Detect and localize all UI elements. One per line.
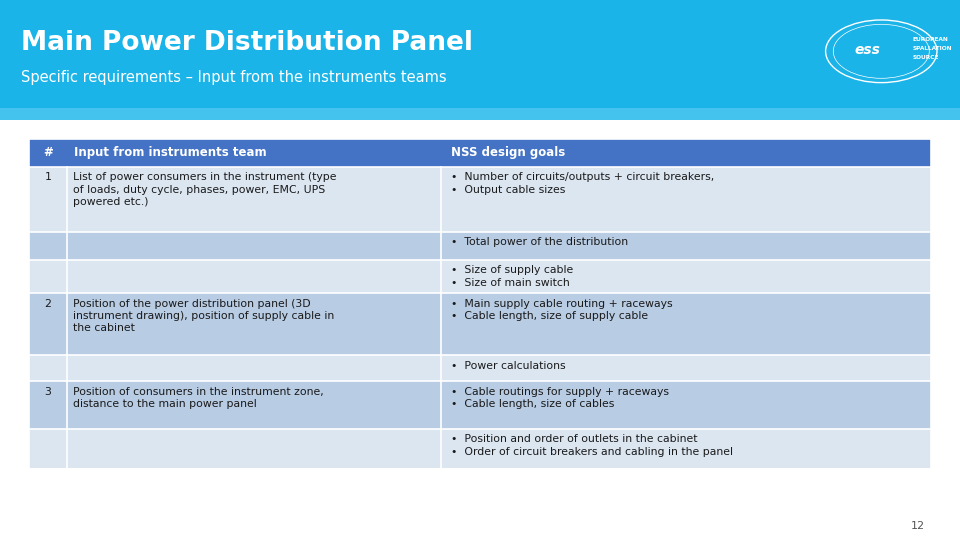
Text: 3: 3: [44, 387, 51, 397]
Text: 12: 12: [910, 521, 924, 531]
Text: Specific requirements – Input from the instruments teams: Specific requirements – Input from the i…: [21, 70, 446, 85]
Text: •  Cable routings for supply + raceways
•  Cable length, size of cables: • Cable routings for supply + raceways •…: [451, 387, 669, 409]
Bar: [29, 167, 931, 232]
Text: Main Power Distribution Panel: Main Power Distribution Panel: [21, 30, 473, 56]
Text: List of power consumers in the instrument (type
of loads, duty cycle, phases, po: List of power consumers in the instrumen…: [73, 172, 337, 207]
Bar: [29, 139, 931, 469]
Text: SOURCE: SOURCE: [913, 55, 940, 60]
Text: Position of the power distribution panel (3D
instrument drawing), position of su: Position of the power distribution panel…: [73, 299, 335, 333]
Bar: [0, 0, 960, 108]
Text: •  Total power of the distribution: • Total power of the distribution: [451, 237, 628, 247]
Text: ess: ess: [855, 43, 880, 57]
Text: •  Main supply cable routing + raceways
•  Cable length, size of supply cable: • Main supply cable routing + raceways •…: [451, 299, 672, 321]
Bar: [29, 381, 931, 429]
Text: SPALLATION: SPALLATION: [913, 46, 952, 51]
Text: NSS design goals: NSS design goals: [451, 146, 565, 159]
Bar: [29, 429, 931, 469]
Bar: [0, 108, 960, 120]
Text: •  Number of circuits/outputs + circuit breakers,
•  Output cable sizes: • Number of circuits/outputs + circuit b…: [451, 172, 714, 194]
Text: Position of consumers in the instrument zone,
distance to the main power panel: Position of consumers in the instrument …: [73, 387, 324, 409]
Bar: [29, 232, 931, 260]
Text: #: #: [43, 146, 53, 159]
Text: EUROPEAN: EUROPEAN: [913, 37, 948, 42]
Bar: [29, 260, 931, 293]
Text: 2: 2: [44, 299, 51, 309]
Text: Input from instruments team: Input from instruments team: [74, 146, 267, 159]
Text: 1: 1: [44, 172, 51, 183]
Text: •  Power calculations: • Power calculations: [451, 361, 565, 371]
Bar: [29, 293, 931, 355]
Bar: [29, 139, 931, 167]
Text: •  Size of supply cable
•  Size of main switch: • Size of supply cable • Size of main sw…: [451, 265, 573, 287]
Bar: [29, 355, 931, 381]
Text: •  Position and order of outlets in the cabinet
•  Order of circuit breakers and: • Position and order of outlets in the c…: [451, 434, 732, 456]
